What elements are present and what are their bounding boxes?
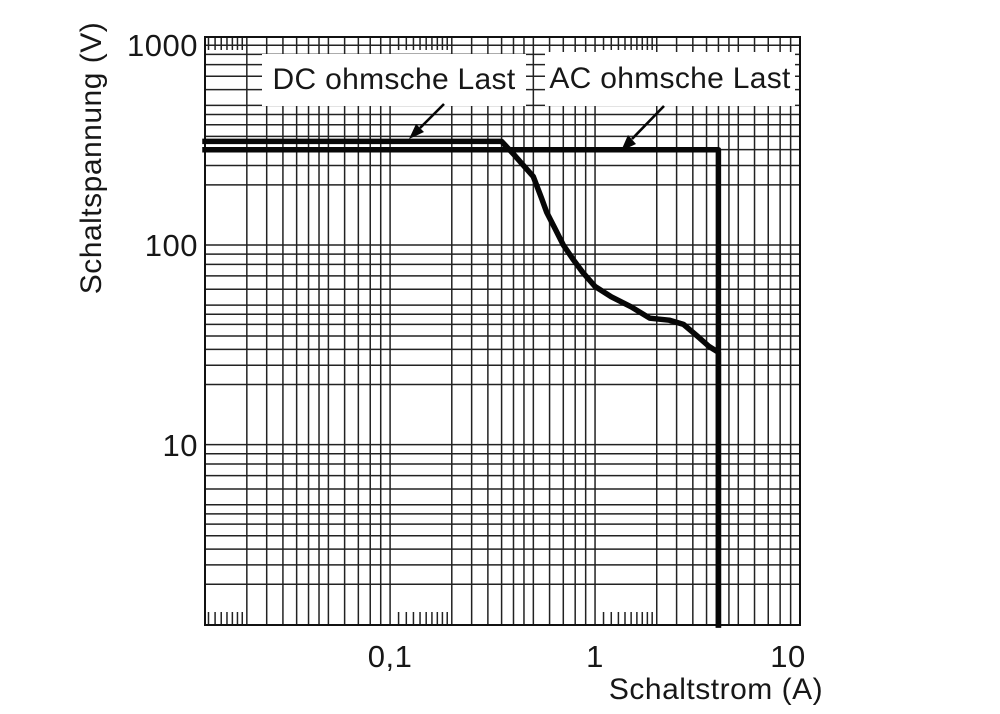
x-tick-label-10: 10	[770, 639, 806, 674]
dc-arrow	[409, 103, 445, 139]
legend-dc-ohmsche-last: DC ohmsche Last	[262, 54, 526, 106]
ac-curve	[202, 146, 722, 628]
legend-dc-label: DC ohmsche Last	[272, 63, 516, 96]
legend-ac-ohmsche-last: AC ohmsche Last	[545, 52, 795, 106]
y-tick-label-1000: 1000	[127, 28, 198, 64]
legend-ac-label: AC ohmsche Last	[549, 62, 791, 95]
x-axis-title: Schaltstrom (A)	[608, 673, 824, 706]
y-tick-label-10: 10	[162, 427, 198, 463]
ac-arrow	[621, 105, 665, 151]
y-tick-label-100: 100	[144, 227, 198, 263]
fine-ticks	[207, 37, 653, 625]
x-tick-label-1: 1	[586, 639, 604, 674]
plot-border	[204, 36, 801, 626]
dc-curve	[202, 138, 722, 628]
gridlines	[205, 37, 801, 625]
x-tick-label-0,1: 0,1	[367, 639, 413, 674]
